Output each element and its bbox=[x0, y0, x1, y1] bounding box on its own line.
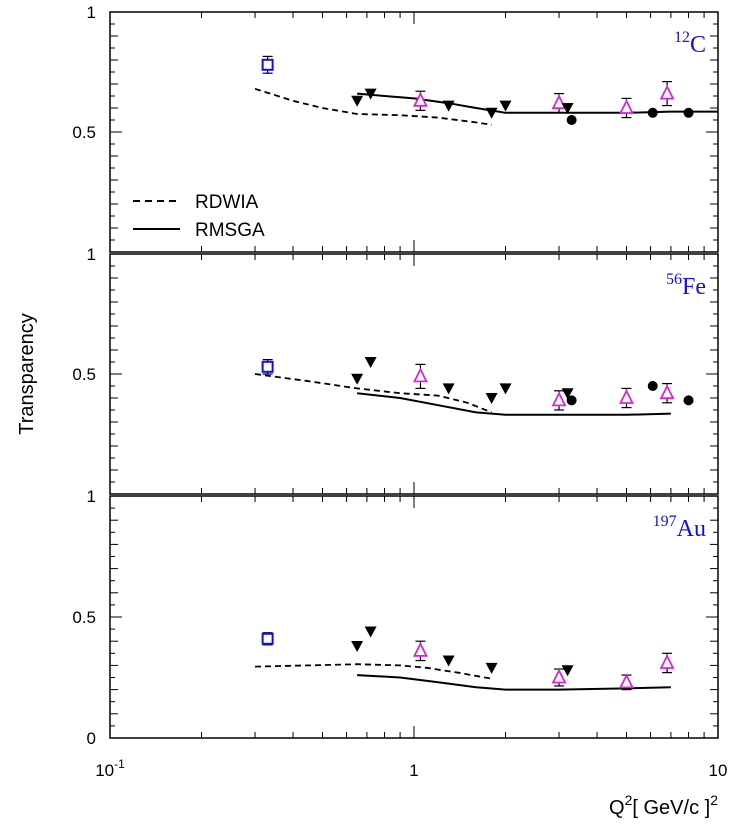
y-axis-title: Transparency bbox=[16, 313, 38, 435]
panel-fe-filled-circle-marker bbox=[647, 381, 658, 391]
panel-c-mass-number: 12 bbox=[674, 29, 690, 46]
panel-fe-filled-triangle-marker bbox=[442, 383, 455, 395]
panel-c-open-square-marker bbox=[261, 58, 274, 71]
q-symbol: Q bbox=[609, 797, 625, 819]
panel-fe-frame bbox=[109, 253, 719, 495]
panel-fe-ytick-label: 1 bbox=[87, 245, 96, 264]
panel-au-filled-triangle-marker bbox=[364, 626, 377, 638]
panel-au-ytick-label: 0.5 bbox=[72, 608, 96, 627]
panel-fe-ytick-label: 0.5 bbox=[72, 365, 96, 384]
panel-au-mass-number: 197 bbox=[653, 513, 677, 530]
panel-fe-filled-triangle-marker bbox=[499, 383, 512, 395]
panel-fe-open-triangle-marker bbox=[619, 388, 634, 404]
panel-fe-open-square-marker bbox=[261, 360, 274, 373]
panel-fe-rdwia-curve bbox=[254, 373, 492, 414]
panel-fe-open-triangle-marker bbox=[659, 384, 675, 400]
panel-c-frame bbox=[109, 11, 719, 253]
panel-au-open-square-marker bbox=[261, 632, 274, 645]
panel-au-ytick-label: 1 bbox=[87, 487, 96, 506]
panel-c-open-triangle-marker bbox=[619, 98, 634, 114]
panel-c-open-triangle-marker bbox=[412, 91, 428, 107]
x-tick-base: 10 bbox=[95, 761, 114, 780]
panel-fe-filled-triangle-marker bbox=[351, 373, 364, 385]
panel-c-open-triangle-marker bbox=[659, 84, 675, 100]
panel-au-filled-triangle-marker bbox=[442, 655, 455, 667]
panel-fe-filled-circle-marker bbox=[566, 395, 577, 406]
panel-c-open-triangle-marker bbox=[551, 94, 567, 110]
panel-au-rdwia-curve bbox=[254, 663, 492, 680]
panel-au-open-triangle-marker bbox=[659, 653, 675, 669]
panel-c-filled-circle-marker bbox=[647, 107, 658, 118]
panel-au-nucleus-label: 197Au bbox=[653, 513, 706, 542]
panel-au-filled-triangle-marker bbox=[561, 665, 574, 677]
panel-au-open-triangle-marker bbox=[412, 641, 428, 657]
panel-c-symbol: C bbox=[690, 32, 706, 58]
panel-au-filled-triangle-marker bbox=[485, 662, 498, 674]
q-exponent: 2 bbox=[625, 792, 633, 808]
x-tick-label: 10-1 bbox=[95, 757, 125, 780]
x-axis-title: Q2[ GeV/c ]2 bbox=[609, 792, 718, 819]
x-tick-label: 10 bbox=[709, 761, 728, 780]
panel-c-filled-triangle-marker bbox=[364, 88, 377, 100]
panel-c-nucleus-label: 12C bbox=[674, 29, 706, 58]
x-unit: [ GeV/c ] bbox=[632, 797, 710, 819]
legend-rdwia-label: RDWIA bbox=[195, 192, 259, 213]
x-tick-base: 10 bbox=[709, 761, 728, 780]
x-tick-base: 1 bbox=[409, 761, 418, 780]
x-unit-exponent: 2 bbox=[710, 792, 718, 808]
panel-c-ytick-label: 1 bbox=[87, 3, 96, 22]
panel-au-ytick-label: 0 bbox=[87, 729, 96, 748]
panel-au-open-triangle-marker bbox=[551, 668, 567, 684]
x-tick-label: 1 bbox=[409, 761, 418, 780]
panel-c-filled-triangle-marker bbox=[351, 95, 364, 107]
panel-fe-mass-number: 56 bbox=[666, 271, 682, 288]
panel-c-rdwia-curve bbox=[254, 87, 492, 126]
panel-c-filled-circle-marker bbox=[566, 115, 577, 125]
panel-fe-open-triangle-marker bbox=[551, 391, 567, 407]
panel-fe-open-triangle-marker bbox=[412, 367, 428, 383]
panel-fe-filled-triangle-marker bbox=[364, 357, 377, 368]
legend-rmsga-label: RMSGA bbox=[195, 220, 265, 241]
panel-c-filled-triangle-marker bbox=[499, 100, 512, 112]
panel-au-symbol: Au bbox=[677, 516, 706, 542]
panel-c-filled-triangle-marker bbox=[561, 103, 574, 114]
panel-fe-symbol: Fe bbox=[682, 274, 706, 300]
panel-au-frame bbox=[109, 495, 719, 739]
x-tick-exponent: -1 bbox=[114, 757, 125, 771]
panel-fe-nucleus-label: 56Fe bbox=[666, 271, 706, 300]
panel-c-filled-triangle-marker bbox=[442, 100, 455, 112]
panel-c-ytick-label: 0.5 bbox=[72, 123, 96, 142]
panel-au-rmsga-curve bbox=[357, 674, 671, 691]
panel-fe-filled-triangle-marker bbox=[485, 393, 498, 404]
panel-c-filled-circle-marker bbox=[683, 107, 694, 118]
panel-fe-rmsga-curve bbox=[356, 392, 671, 416]
panel-fe-filled-circle-marker bbox=[683, 395, 694, 406]
panel-c-filled-triangle-marker bbox=[485, 107, 498, 119]
panel-au-open-triangle-marker bbox=[619, 673, 634, 689]
panel-au-filled-triangle-marker bbox=[351, 641, 364, 653]
panel-fe-filled-triangle-marker bbox=[561, 388, 574, 400]
